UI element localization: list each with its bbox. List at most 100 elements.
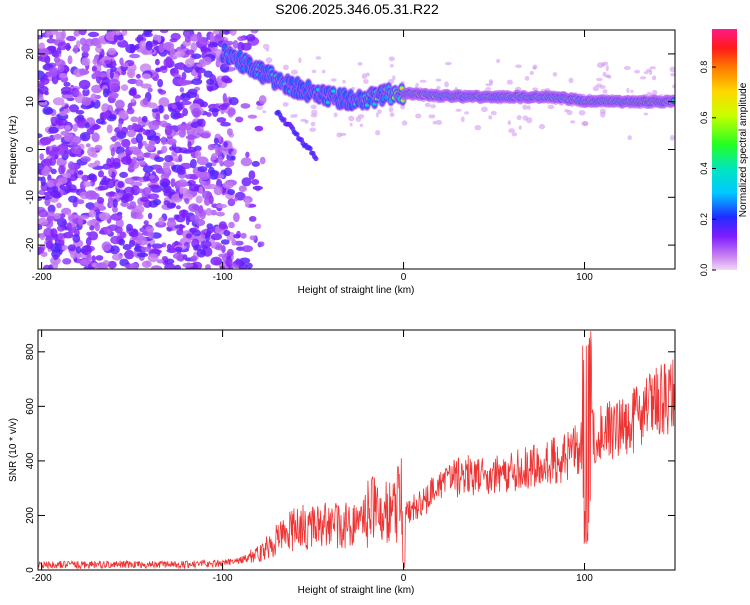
- spectrogram-cell: [152, 198, 162, 206]
- spectrogram-cell: [227, 108, 236, 116]
- spectrogram-cell: [522, 115, 529, 121]
- spectrogram-cell: [53, 254, 59, 261]
- spectrogram-cell: [235, 258, 241, 266]
- spectrogram-cell: [389, 64, 394, 68]
- spectrogram-cell: [221, 75, 231, 83]
- spectrogram-cell: [570, 120, 576, 124]
- spectrogram-cell: [139, 197, 149, 202]
- spectrogram-cell: [652, 89, 658, 96]
- spectrogram-cell: [129, 262, 139, 269]
- spectrogram-cell: [251, 179, 260, 185]
- spectrogram-cell: [112, 198, 118, 208]
- spectrogram-cell: [227, 189, 236, 196]
- spectrogram-cell: [150, 249, 162, 255]
- spectrogram-cell: [72, 218, 77, 224]
- spectrogram-cell: [102, 175, 107, 180]
- spectrogram-cell: [649, 66, 657, 70]
- spectrogram-cell: [214, 245, 226, 251]
- spectrogram-cell: [110, 147, 115, 157]
- spectrogram-cell: [516, 115, 522, 121]
- spectrogram-cell: [222, 181, 234, 189]
- spectrogram-cell: [68, 195, 78, 203]
- spectrogram-cell: [246, 262, 253, 269]
- spectrogram-cell: [82, 88, 90, 97]
- spectrogram-cell: [38, 85, 49, 95]
- spectrogram-cell: [48, 126, 59, 134]
- spectrogram-cell: [200, 240, 212, 248]
- spectrogram-cell: [229, 30, 237, 36]
- spectrogram-cell: [76, 199, 85, 205]
- spectrogram-cell: [190, 255, 198, 262]
- spectrogram-cell: [164, 125, 173, 136]
- spectrogram-cell: [147, 102, 158, 109]
- spectrogram-cell: [215, 103, 220, 109]
- spectrogram-cell: [605, 65, 609, 72]
- spectrogram-cell: [670, 72, 675, 77]
- spectrogram-cell: [220, 239, 230, 245]
- spectrogram-cell: [490, 110, 497, 116]
- spectrogram-cell: [177, 79, 189, 86]
- spectrogram-cell: [185, 134, 197, 140]
- spectrogram-cell: [289, 78, 295, 84]
- y-tick-label: 20: [25, 48, 36, 60]
- spectrogram-cell: [204, 197, 211, 206]
- snr-y-axis-label: SNR (10 * v/v): [8, 418, 19, 482]
- spectrogram-cell: [108, 114, 117, 120]
- spectrogram-cell: [128, 146, 139, 152]
- spectrogram-cell: [290, 69, 298, 75]
- spectrogram-cell: [552, 72, 558, 77]
- spectrogram-cell: [136, 213, 144, 220]
- snr-y-ticks: 0 200 400 600 800: [25, 343, 675, 573]
- spectrogram-cell: [95, 255, 104, 261]
- spectrogram-cell: [213, 137, 219, 145]
- spectrogram-cell: [172, 252, 185, 260]
- spectrogram-cell: [118, 238, 125, 246]
- spectrogram-cell: [333, 112, 338, 118]
- spectrogram-cell: [532, 87, 539, 91]
- spectrogram-cell: [435, 78, 442, 82]
- spectrogram-cell: [189, 33, 199, 42]
- x-tick-label: -100: [213, 573, 233, 584]
- spectrogram-cell: [150, 265, 163, 269]
- spectrogram-cell: [52, 260, 58, 269]
- spectrogram-cell: [363, 79, 369, 84]
- spectrogram-cell: [132, 94, 141, 99]
- spectrogram-cell: [76, 114, 85, 121]
- spectrogram-cell: [181, 71, 187, 81]
- spectrogram-cell: [97, 185, 109, 191]
- spectrogram-cell: [79, 132, 91, 142]
- spectrogram-cell: [213, 185, 223, 196]
- spectrogram-cell: [198, 186, 204, 195]
- spectrogram-cell: [281, 117, 287, 123]
- spectrogram-cell: [185, 233, 192, 239]
- spectrogram-cell: [506, 79, 513, 85]
- spectrogram-cell: [375, 130, 381, 136]
- spectrogram-cell: [51, 147, 60, 152]
- colorbar-tick-label: 0.2: [699, 213, 709, 226]
- spectrogram-cell: [40, 176, 46, 187]
- spectrogram-cell: [460, 116, 465, 123]
- spectrogram-cell: [185, 58, 195, 68]
- spectrogram-cell: [127, 68, 136, 79]
- spectrogram-cell: [129, 89, 137, 96]
- spectrogram-cell: [61, 94, 74, 99]
- y-tick-label: 0: [25, 146, 36, 152]
- spectrogram-cell: [66, 35, 77, 42]
- spectrogram-cell: [87, 162, 98, 168]
- spectrogram-cell: [91, 84, 103, 94]
- spectrogram-cell: [246, 34, 256, 42]
- spectrogram-cell: [148, 120, 160, 131]
- spectrogram-cell: [137, 160, 146, 166]
- spectrogram-cell: [147, 253, 159, 263]
- spectrogram-cell: [117, 122, 122, 130]
- spectrogram-cell: [57, 64, 65, 73]
- spectrogram-cell: [80, 156, 91, 163]
- spectrogram-cell: [62, 258, 72, 265]
- spectrogram-cell: [208, 169, 220, 180]
- spectrogram-cell: [156, 259, 164, 264]
- spectrogram-cell: [94, 70, 101, 76]
- spectrogram-cell: [511, 132, 518, 137]
- spectrogram-cell: [188, 203, 200, 213]
- spectrogram-cell: [161, 136, 167, 145]
